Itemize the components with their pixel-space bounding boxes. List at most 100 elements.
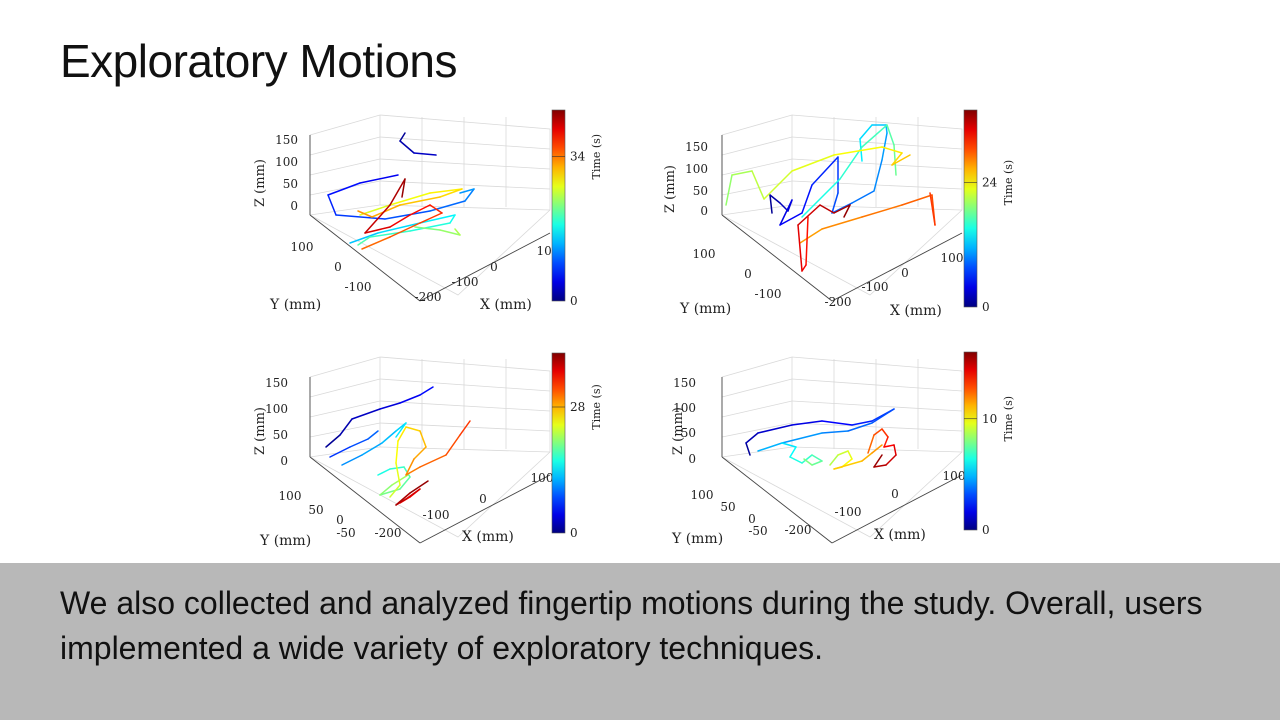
colorbar <box>551 109 566 302</box>
trajectory-segment <box>377 468 391 476</box>
slide-title: Exploratory Motions <box>60 35 458 87</box>
trajectory-segment <box>843 204 851 218</box>
trajectory-segment <box>781 442 797 448</box>
trajectory-segment <box>445 434 461 456</box>
colorbar-label: Time (s) <box>1002 160 1015 206</box>
trajectory-segment <box>873 464 887 468</box>
trajectory-segment <box>929 192 936 226</box>
trajectory-segment <box>381 430 397 444</box>
trajectory-segment <box>789 446 797 458</box>
plot-grid <box>309 114 551 296</box>
trajectory-segment <box>361 236 391 250</box>
trajectory-segment <box>883 436 889 448</box>
trajectory-segment <box>873 428 883 436</box>
trajectory-segment <box>413 152 437 156</box>
trajectory-segment <box>791 420 823 426</box>
colorbar <box>963 109 978 308</box>
plot-panel-4: 150 100 50 0 Z (mm) 100 50 0 -50 Y (mm) 100 0 -100 -2… <box>662 347 1022 557</box>
trajectory-segment <box>757 424 793 434</box>
trajectory-segment <box>364 226 391 234</box>
trajectory-segment <box>369 230 411 238</box>
trajectory-segment <box>384 210 431 220</box>
x-tick-label: -200 <box>375 526 402 540</box>
plot-panel-1: 150 100 50 0 Z (mm) 100 0 -100 Y (mm) 100 0 -100 -20… <box>250 105 610 325</box>
trajectory-segment <box>413 446 427 460</box>
trajectory-segment <box>873 159 883 192</box>
trajectory-segment <box>871 408 895 424</box>
trajectory-segment <box>449 214 456 224</box>
x-tick-label: 100 <box>943 469 966 483</box>
trajectory-segment <box>399 196 441 206</box>
x-tick-label: -100 <box>452 275 479 289</box>
trajectory-segment <box>829 454 839 466</box>
z-tick-label: 150 <box>685 140 708 154</box>
y-tick-label: 0 <box>748 512 756 526</box>
z-tick-label: 150 <box>673 376 696 390</box>
x-tick-label: 0 <box>901 266 909 280</box>
z-axis-label: Z (mm) <box>663 165 678 213</box>
x-tick-label: 0 <box>479 492 487 506</box>
trajectory-segment <box>379 484 393 496</box>
trajectory-segment <box>847 450 853 460</box>
y-tick-label: 100 <box>291 240 314 254</box>
trajectory-segment <box>861 452 873 462</box>
z-tick-label: 0 <box>700 204 708 218</box>
trajectory-segment <box>847 422 873 432</box>
trajectory-segment <box>745 442 751 456</box>
trajectory-segment <box>833 146 883 156</box>
trajectory-segment <box>419 386 434 396</box>
trajectory-segment <box>454 228 461 236</box>
colorbar <box>963 351 978 531</box>
z-tick-label: 100 <box>685 162 708 176</box>
trajectory-segment <box>811 156 839 186</box>
x-tick-label: -200 <box>785 523 812 537</box>
trajectory-segment <box>797 224 803 272</box>
z-tick-label: 100 <box>265 402 288 416</box>
y-tick-label: 0 <box>744 267 752 281</box>
colorbar-tick-label: 0 <box>982 523 990 537</box>
trajectory-segment <box>329 446 351 458</box>
x-tick-label: 0 <box>490 260 498 274</box>
z-tick-label: 0 <box>688 452 696 466</box>
y-tick-label: 50 <box>308 503 323 517</box>
z-tick-label: 0 <box>290 199 298 213</box>
trajectory-segment <box>359 174 399 184</box>
trajectory-segment <box>325 434 341 448</box>
slide-caption: We also collected and analyzed fingertip… <box>60 585 1203 666</box>
y-axis-label: Y (mm) <box>679 301 731 317</box>
y-tick-label: -100 <box>755 287 782 301</box>
colorbar-tick-label: 0 <box>570 294 578 308</box>
x-axis-label: X (mm) <box>890 303 942 319</box>
plot-panel-3: 150 100 50 0 Z (mm) 100 50 0 -50 Y (mm) 100 0 -100 -2… <box>250 347 610 557</box>
trajectory-segment <box>801 184 813 214</box>
trajectory-segment <box>821 420 853 426</box>
trajectory-segment <box>886 124 895 146</box>
trajectory-segment <box>801 454 813 464</box>
trajectory-segment <box>339 418 353 436</box>
trajectory-segment <box>397 426 407 442</box>
colorbar-label: Time (s) <box>590 384 603 430</box>
x-tick-label: 100 <box>531 471 554 485</box>
trajectory-segment <box>731 170 753 176</box>
z-tick-label: 100 <box>673 401 696 415</box>
trajectory-segment <box>377 222 421 234</box>
trajectory-segment <box>871 444 883 454</box>
colorbar-tick-label: 0 <box>982 300 990 314</box>
trajectory-segment <box>414 226 441 231</box>
trajectory-segment <box>801 178 841 218</box>
trajectory-segment <box>901 194 933 206</box>
plot-panel-2: 150 100 50 0 Z (mm) 100 0 -100 Y (mm) 100 0 -100 -20… <box>662 105 1022 325</box>
y-tick-label: -50 <box>748 524 767 538</box>
z-tick-label: 50 <box>273 428 288 442</box>
y-tick-label: 100 <box>279 489 302 503</box>
plot-axes <box>721 135 963 302</box>
trajectory-segment <box>405 488 421 500</box>
trajectory-segment <box>873 454 883 468</box>
trajectory-segment <box>763 170 793 200</box>
colorbar-tick-label: 28 <box>570 400 585 414</box>
x-tick-label: -100 <box>423 508 450 522</box>
plot-axes <box>309 377 551 544</box>
colorbar-tick-label: 24 <box>982 176 998 190</box>
